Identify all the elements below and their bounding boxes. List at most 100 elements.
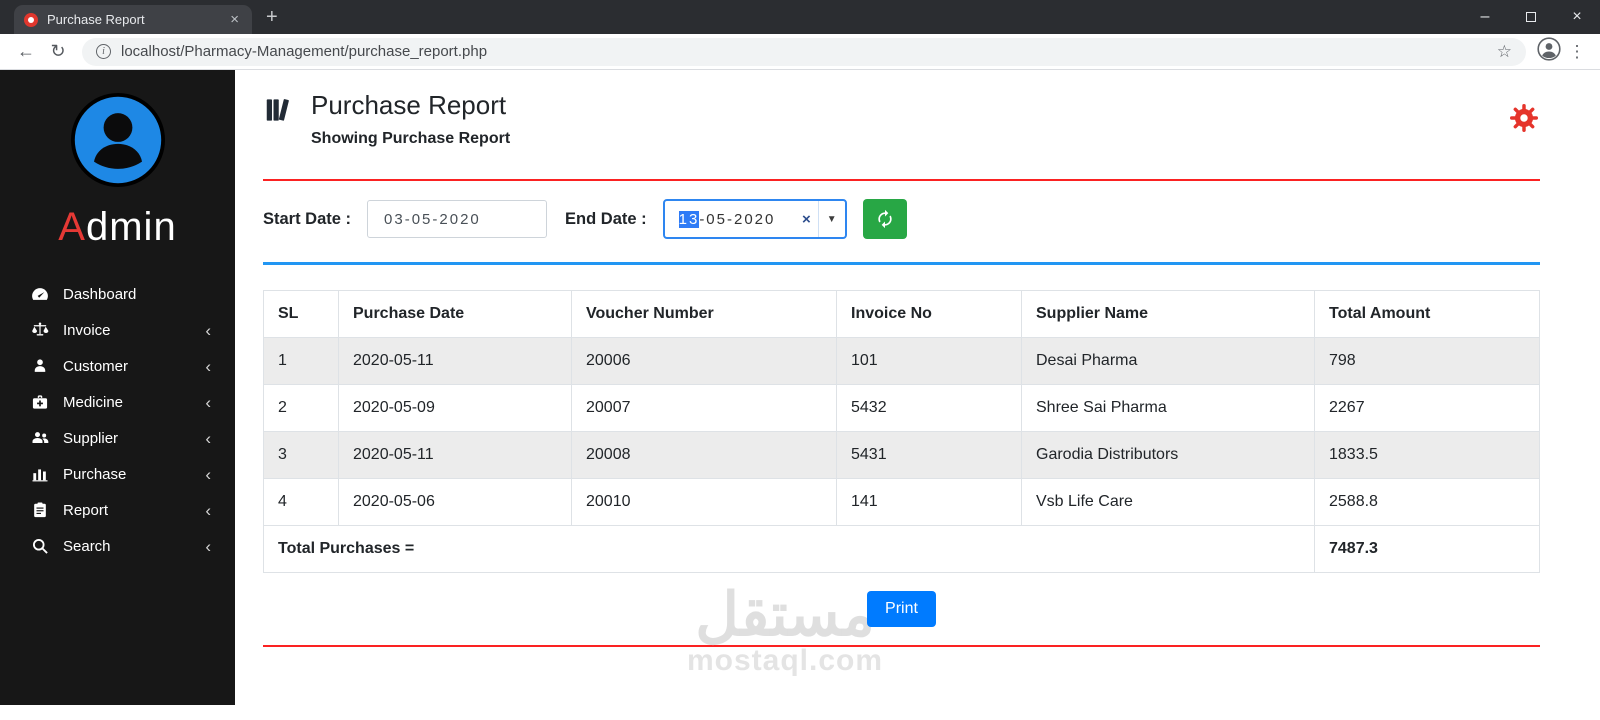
table-cell: 2267 [1314,384,1540,432]
admin-brand: Admin [58,205,176,250]
browser-profile-icon[interactable] [1534,37,1564,66]
table-cell: 2020-05-11 [338,431,572,479]
window-close-button[interactable]: × [1572,8,1582,25]
browser-tabstrip: Purchase Report × + – × [0,0,1600,34]
col-header-supplier-name: Supplier Name [1021,290,1315,338]
dropdown-arrow-icon[interactable]: ▼ [817,201,837,237]
sidebar-item-label: Invoice [63,321,111,339]
end-date-rest: -05-2020 [699,210,776,228]
red-divider-bottom [263,645,1540,647]
print-button[interactable]: Print [867,591,936,627]
selected-text: 13 [678,210,700,228]
medical-bag-icon [30,392,50,412]
browser-tab[interactable]: Purchase Report × [14,5,252,34]
end-date-label: End Date : [565,209,647,228]
address-bar[interactable]: i localhost/Pharmacy-Management/purchase… [82,37,1526,66]
address-url[interactable]: localhost/Pharmacy-Management/purchase_r… [121,43,488,60]
col-header-invoice-no: Invoice No [836,290,1022,338]
total-purchases-label: Total Purchases = [263,525,1315,573]
sidebar-nav: Dashboard Invoice ‹ Customer ‹ [0,276,235,564]
page-subtitle: Showing Purchase Report [311,130,511,147]
sidebar-item-dashboard[interactable]: Dashboard [0,276,235,312]
scales-icon [30,320,50,340]
table-row: 3 2020-05-11 20008 5431 Garodia Distribu… [263,431,1540,479]
reload-icon[interactable]: ↻ [50,41,66,61]
end-date-input[interactable]: 13 -05-2020 × ▼ [662,199,847,239]
window-maximize-button[interactable] [1508,0,1554,34]
chevron-left-icon: ‹ [205,464,211,484]
page-header: Purchase Report Showing Purchase Report [263,90,1540,148]
table-cell: 2020-05-11 [338,337,572,385]
table-total-row: Total Purchases = 7487.3 [263,525,1540,573]
start-date-input[interactable] [367,200,548,238]
sidebar-item-search[interactable]: Search ‹ [0,528,235,564]
sidebar-item-label: Customer [63,357,129,375]
table-cell: 2020-05-09 [338,384,572,432]
tab-close-icon[interactable]: × [230,11,239,28]
table-cell: 20008 [571,431,837,479]
tab-title: Purchase Report [47,12,145,27]
table-cell: Shree Sai Pharma [1021,384,1315,432]
date-filter-bar: Start Date : End Date : 13-05-2020 × ▼ [263,199,1540,239]
refresh-button[interactable] [862,199,907,239]
table-row: 2 2020-05-09 20007 5432 Shree Sai Pharma… [263,384,1540,432]
search-icon [30,536,50,556]
purchase-report-table: SL Purchase Date Voucher Number Invoice … [263,290,1540,573]
sidebar: Admin Dashboard Invoice ‹ Customer [0,70,235,705]
sidebar-item-label: Medicine [63,393,124,411]
table-cell: 2 [263,384,339,432]
col-header-purchase-date: Purchase Date [338,290,572,338]
bookmark-star-icon[interactable]: ☆ [1496,41,1512,61]
table-cell: 101 [836,337,1022,385]
sidebar-item-label: Purchase [63,465,127,483]
window-bottom-strip [0,705,1600,720]
site-favicon-icon [24,12,38,27]
sidebar-item-label: Supplier [63,429,119,447]
sidebar-item-label: Search [63,537,111,555]
table-cell: Vsb Life Care [1021,478,1315,526]
chevron-left-icon: ‹ [205,356,211,376]
bar-chart-icon [30,464,50,484]
page-info-icon[interactable]: i [96,44,111,59]
clipboard-icon [30,500,50,520]
chevron-left-icon: ‹ [205,428,211,448]
new-tab-button[interactable]: + [266,6,278,28]
red-divider-top [263,179,1540,181]
table-header-row: SL Purchase Date Voucher Number Invoice … [263,290,1540,338]
users-icon [30,428,50,448]
back-arrow-icon[interactable]: ← [17,41,35,61]
table-cell: 2020-05-06 [338,478,572,526]
sidebar-item-invoice[interactable]: Invoice ‹ [0,312,235,348]
table-cell: 3 [263,431,339,479]
clear-icon[interactable]: × [801,210,811,228]
sidebar-item-customer[interactable]: Customer ‹ [0,348,235,384]
table-cell: 798 [1314,337,1540,385]
gauge-icon [30,284,50,304]
brand-rest: dmin [85,205,177,249]
table-row: 1 2020-05-11 20006 101 Desai Pharma 798 [263,337,1540,385]
window-minimize-button[interactable]: – [1480,8,1490,25]
sidebar-item-medicine[interactable]: Medicine ‹ [0,384,235,420]
total-purchases-value: 7487.3 [1314,525,1540,573]
table-cell: Desai Pharma [1021,337,1315,385]
settings-gear-icon[interactable] [1508,102,1540,134]
table-cell: 5431 [836,431,1022,479]
col-header-sl: SL [263,290,339,338]
refresh-icon [875,209,895,229]
sidebar-item-supplier[interactable]: Supplier ‹ [0,420,235,456]
table-cell: 141 [836,478,1022,526]
sidebar-item-purchase[interactable]: Purchase ‹ [0,456,235,492]
browser-toolbar: ← ↻ i localhost/Pharmacy-Management/purc… [0,34,1600,70]
sidebar-item-label: Report [63,501,109,519]
table-row: 4 2020-05-06 20010 141 Vsb Life Care 258… [263,478,1540,526]
admin-avatar [70,92,166,193]
chevron-left-icon: ‹ [205,536,211,556]
watermark-domain: mostaql.com [686,644,884,677]
main-content: مستقل mostaql.com Purchase Report Showin… [235,70,1600,705]
person-icon [30,356,50,376]
table-cell: 5432 [836,384,1022,432]
table-cell: 20006 [571,337,837,385]
sidebar-item-report[interactable]: Report ‹ [0,492,235,528]
start-date-label: Start Date : [263,209,352,228]
browser-menu-icon[interactable]: ⋮ [1568,41,1586,61]
